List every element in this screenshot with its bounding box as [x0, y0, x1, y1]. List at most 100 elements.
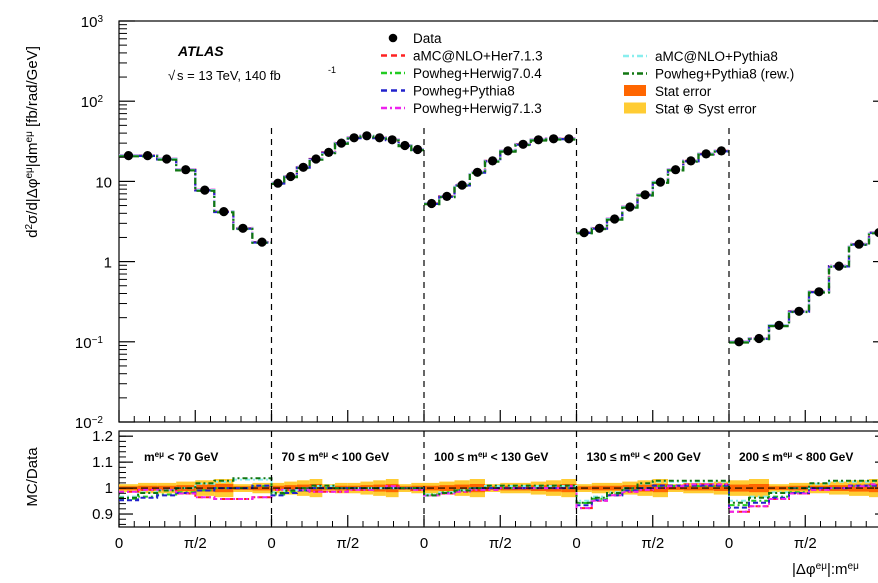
- x-tick-label: 0: [420, 535, 428, 552]
- data-point: [427, 198, 437, 209]
- legend-label-data: Data: [413, 31, 442, 46]
- stat-error-band: [439, 485, 455, 491]
- data-point: [854, 239, 864, 249]
- legend-label-powheg-herwig7-0-4: Powheg+Herwig7.0.4: [413, 66, 542, 81]
- ratio-tick-label: 1.2: [92, 428, 113, 445]
- data-point: [734, 337, 744, 347]
- data-point: [400, 140, 410, 151]
- x-tick-label: π/2: [336, 535, 359, 552]
- lumi-exponent: -1: [328, 65, 336, 75]
- main-panel-series: [119, 131, 878, 347]
- data-point: [324, 147, 334, 157]
- y-tick-label: 103: [81, 14, 104, 32]
- ratio-step-amc-nlo-pythia8: [119, 478, 878, 502]
- data-point: [472, 167, 482, 177]
- data-point: [200, 185, 210, 195]
- data-point: [564, 134, 574, 144]
- data-point: [162, 154, 172, 164]
- data-point: [238, 223, 248, 233]
- data-point: [298, 162, 308, 172]
- main-step-powheg-pythia8-rew--segment-4: [576, 150, 729, 235]
- data-point: [701, 149, 711, 159]
- data-point: [671, 165, 681, 175]
- data-point: [219, 207, 229, 217]
- stat-error-band: [683, 485, 699, 491]
- data-point: [549, 134, 559, 144]
- data-point: [874, 228, 878, 238]
- x-tick-label: π/2: [641, 535, 664, 552]
- data-point: [814, 287, 824, 297]
- y-axis-label: d2σ/d|Δφeμ|dmeμ [fb/rad/GeV]: [24, 46, 42, 238]
- y-tick-label: 10−1: [75, 334, 104, 352]
- stat-error-band: [789, 485, 809, 491]
- data-point: [716, 146, 727, 156]
- data-point: [123, 151, 134, 161]
- main-step-powheg-pythia8-segment-4: [576, 150, 729, 234]
- x-tick-label: π/2: [489, 535, 512, 552]
- legend-label-amc-nlo-pythia8: aMC@NLO+Pythia8: [655, 49, 778, 64]
- data-point: [625, 202, 635, 212]
- x-tick-label: 0: [115, 535, 123, 552]
- data-point: [413, 144, 423, 155]
- main-step-powheg-pythia8-segment-1: [119, 154, 272, 244]
- data-point: [655, 177, 666, 187]
- x-tick-label: 0: [572, 535, 580, 552]
- data-point: [774, 320, 784, 330]
- data-point: [311, 154, 321, 164]
- y-tick-label: 10: [95, 174, 112, 191]
- legend-label-stat-error: Stat error: [655, 84, 712, 99]
- energy-lumi-text: s = 13 TeV, 140 fb: [177, 68, 281, 83]
- main-panel-frame: [118, 20, 878, 423]
- x-tick-label: π/2: [184, 535, 207, 552]
- data-point: [754, 333, 764, 344]
- data-point: [488, 156, 498, 166]
- data-point: [442, 191, 452, 201]
- legend-label-powheg-pythia8-rew-: Powheg+Pythia8 (rew.): [655, 67, 794, 82]
- data-point: [273, 178, 283, 188]
- x-axis-label: |Δφeμ|:meμ: [792, 561, 859, 579]
- data-point: [794, 306, 804, 316]
- legend-label-powheg-herwig7-1-3: Powheg+Herwig7.1.3: [413, 101, 542, 116]
- data-point: [362, 131, 372, 141]
- ratio-step-powheg-pythia8: [119, 484, 878, 509]
- x-tick-label: 0: [267, 535, 275, 552]
- ratio-tick-label: 1.1: [92, 454, 113, 471]
- main-step-amc-nlo-her7-1-3-segment-5: [729, 231, 878, 343]
- x-tick-label: π/2: [794, 535, 817, 552]
- data-point: [349, 133, 359, 143]
- mass-bin-label: 130 ≤ meμ < 200 GeV: [587, 450, 701, 465]
- axes: meμ < 70 GeV 70 ≤ meμ < 100 GeV 100 ≤ meμ …: [75, 14, 878, 552]
- data-point: [374, 133, 385, 143]
- stat-error-band: [713, 485, 729, 491]
- ratio-y-axis-label: MC/Data: [24, 447, 41, 507]
- energy-lumi-label: √ s = 13 TeV, 140 fb -1: [168, 65, 336, 83]
- main-step-powheg-pythia8-rew--segment-3: [424, 138, 577, 206]
- data-point: [286, 171, 296, 182]
- y-tick-label: 10−2: [75, 415, 104, 433]
- mass-bin-label: 70 ≤ meμ < 100 GeV: [282, 450, 390, 465]
- ratio-tick-label: 1: [105, 480, 113, 497]
- sqrt-symbol: √: [168, 68, 176, 83]
- data-point: [181, 165, 191, 175]
- y-tick-label: 1: [104, 255, 112, 272]
- x-tick-label: 0: [725, 535, 733, 552]
- legend-label-powheg-pythia8: Powheg+Pythia8: [413, 84, 515, 99]
- mass-bin-label: 200 ≤ meμ < 800 GeV: [739, 450, 853, 465]
- data-point: [457, 180, 467, 190]
- legend-label-amc-nlo-her7-1-3: aMC@NLO+Her7.1.3: [413, 49, 543, 64]
- y-tick-label: 102: [81, 94, 104, 112]
- stat-error-band: [195, 484, 215, 492]
- data-point: [503, 146, 513, 156]
- main-step-powheg-herwig7-1-3-segment-5: [729, 231, 878, 343]
- main-step-powheg-pythia8-rew--segment-2: [271, 135, 424, 185]
- data-point: [686, 156, 696, 166]
- mass-bin-label: 100 ≤ meμ < 130 GeV: [434, 450, 548, 465]
- data-point: [834, 261, 844, 271]
- data-point: [579, 228, 589, 238]
- mass-bin-label: meμ < 70 GeV: [144, 450, 218, 465]
- legend-box-stat-error: [624, 85, 646, 96]
- ratio-panel-series: [119, 477, 878, 513]
- legend-box-stat-syst-error: [624, 102, 646, 114]
- stat-error-band: [637, 484, 653, 492]
